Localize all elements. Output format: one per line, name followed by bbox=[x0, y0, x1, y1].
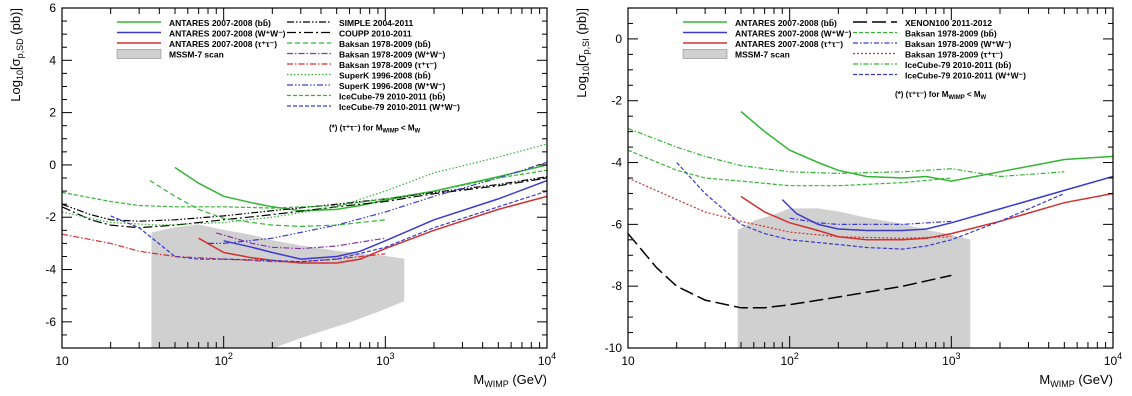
series-line-antares-2007-2008-w-w bbox=[223, 179, 547, 260]
legend-label-baksan-1978-2009-w-w: Baksan 1978-2009 (W⁺W⁻) bbox=[905, 39, 1011, 49]
legend-label-icecube-79-2010-2011-bb: IceCube-79 2010-2011 (bb̄) bbox=[905, 60, 1011, 70]
legend-label-baksan-1978-2009-w-w: Baksan 1978-2009 (W⁺W⁻) bbox=[339, 50, 445, 60]
x-tick-label: 104 bbox=[538, 351, 556, 368]
series-line-superk-1996-2008-bb bbox=[62, 143, 547, 226]
legend-label-mssm-scan: MSSM-7 scan bbox=[735, 50, 790, 60]
y-tick-label: -2 bbox=[45, 210, 56, 224]
series-line-baksan-1978-2009-w-w bbox=[216, 232, 386, 250]
mssm-scan-region bbox=[151, 224, 405, 348]
y-tick-label: -6 bbox=[611, 217, 622, 231]
y-axis-label: Log10[σp,SD (pb)] bbox=[8, 8, 25, 102]
legend-label-icecube-79-2010-2011-w-w: IceCube-79 2010-2011 (W⁺W⁻) bbox=[905, 71, 1026, 81]
x-tick-label: 10 bbox=[621, 354, 635, 368]
legend-label-superk-1996-2008-bb: SuperK 1996-2008 (bb̄) bbox=[339, 71, 431, 81]
series-line-antares-2007-2008 bbox=[198, 195, 547, 264]
legend-label-antares-2007-2008-w-w: ANTARES 2007-2008 (W⁺W⁻) bbox=[735, 29, 852, 39]
series-line-antares-2007-2008-bb bbox=[740, 110, 1113, 182]
mssm-scan-region bbox=[737, 208, 971, 348]
y-axis-label: Log10[σp,SI (pb)] bbox=[574, 8, 591, 98]
series-line-baksan-1978-2009-bb bbox=[628, 149, 952, 187]
x-tick-label: 103 bbox=[942, 351, 960, 368]
si-limit-panel: -10 -8 -6 -4 -2 0 10 102 103 104 MWIMP (GeV) Log10[… bbox=[574, 7, 1122, 389]
x-tick-label: 102 bbox=[780, 351, 798, 368]
y-tick-label: 4 bbox=[49, 53, 56, 67]
y-tick-label: 0 bbox=[49, 158, 56, 172]
y-tick-label: 2 bbox=[49, 106, 56, 120]
series-line-icecube-79-2010-2011-w-w bbox=[676, 162, 1065, 250]
series-line-coupp-2010-2011 bbox=[62, 177, 547, 229]
y-tick-label: -8 bbox=[611, 279, 622, 293]
series-line-xenon100-2011-2012 bbox=[628, 233, 952, 309]
legend-swatch-mssm-scan bbox=[116, 49, 162, 59]
legend: ANTARES 2007-2008 (bb̄)ANTARES 2007-2008… bbox=[116, 18, 460, 135]
legend-label-xenon100-2011-2012: XENON100 2011-2012 bbox=[905, 18, 992, 28]
legend-label-antares-2007-2008-w-w: ANTARES 2007-2008 (W⁺W⁻) bbox=[169, 29, 286, 39]
legend-label-baksan-1978-2009-bb: Baksan 1978-2009 (bb̄) bbox=[905, 29, 997, 39]
series-line-superk-1996-2008-w-w bbox=[208, 161, 547, 244]
legend-label-antares-2007-2008-bb: ANTARES 2007-2008 (bb̄) bbox=[735, 18, 837, 28]
series-line-icecube-79-2010-2011-bb bbox=[628, 127, 1065, 178]
y-tick-label: -10 bbox=[605, 341, 623, 355]
legend-label-icecube-79-2010-2011-w-w: IceCube-79 2010-2011 (W⁺W⁻) bbox=[339, 102, 460, 112]
legend-label-antares-2007-2008-bb: ANTARES 2007-2008 (bb̄) bbox=[169, 18, 271, 28]
legend-label-mssm-scan: MSSM-7 scan bbox=[169, 50, 224, 60]
series-line-antares-2007-2008-bb bbox=[174, 164, 547, 212]
x-tick-label: 10 bbox=[55, 354, 69, 368]
x-axis-label: MWIMP (GeV) bbox=[1039, 372, 1113, 389]
legend-label-baksan-1978-2009: Baksan 1978-2009 (τ⁺τ⁻) bbox=[905, 50, 1003, 60]
legend-swatch-mssm-scan bbox=[682, 49, 728, 59]
legend-footnote: (*) (τ⁺τ⁻) for MWIMP < MW bbox=[895, 90, 986, 101]
legend-label-icecube-79-2010-2011-bb: IceCube-79 2010-2011 (bb̄) bbox=[339, 92, 445, 102]
y-tick-label: -4 bbox=[45, 263, 56, 277]
legend-label-coupp-2010-2011: COUPP 2010-2011 bbox=[339, 29, 412, 39]
series-line-icecube-79-2010-2011-bb bbox=[62, 169, 547, 209]
x-tick-label: 104 bbox=[1104, 351, 1122, 368]
series-line-baksan-1978-2009-bb bbox=[149, 180, 386, 228]
legend-label-baksan-1978-2009-bb: Baksan 1978-2009 (bb̄) bbox=[339, 39, 431, 49]
x-axis-label: MWIMP (GeV) bbox=[473, 372, 547, 389]
legend-label-superk-1996-2008-w-w: SuperK 1996-2008 (W⁺W⁻) bbox=[339, 81, 445, 91]
legend-label-antares-2007-2008: ANTARES 2007-2008 (τ⁺τ⁻) bbox=[169, 39, 277, 49]
series-line-baksan-1978-2009-w-w bbox=[789, 217, 952, 225]
x-tick-label: 103 bbox=[376, 351, 394, 368]
series-line-baksan-1978-2009 bbox=[628, 177, 952, 239]
series-line-simple-2004-2011 bbox=[62, 176, 547, 222]
y-tick-label: -2 bbox=[611, 94, 622, 108]
y-tick-label: 6 bbox=[49, 1, 56, 15]
legend-label-baksan-1978-2009: Baksan 1978-2009 (τ⁺τ⁻) bbox=[339, 60, 437, 70]
y-tick-label: 0 bbox=[615, 32, 622, 46]
series-line-antares-2007-2008-w-w bbox=[781, 175, 1113, 232]
legend-footnote: (*) (τ⁺τ⁻) for MWIMP < MW bbox=[329, 124, 420, 135]
sd-limit-panel: -6 -4 -2 0 2 4 6 10 102 103 104 MWIMP (GeV) Log10[σp… bbox=[8, 1, 556, 389]
series-line-antares-2007-2008 bbox=[740, 192, 1113, 241]
x-tick-label: 102 bbox=[214, 351, 232, 368]
y-tick-label: -6 bbox=[45, 315, 56, 329]
legend-label-simple-2004-2011: SIMPLE 2004-2011 bbox=[339, 18, 413, 28]
legend: ANTARES 2007-2008 (bb̄)ANTARES 2007-2008… bbox=[682, 18, 1026, 101]
legend-label-antares-2007-2008: ANTARES 2007-2008 (τ⁺τ⁻) bbox=[735, 39, 843, 49]
series-line-icecube-79-2010-2011-w-w bbox=[110, 190, 547, 263]
y-tick-label: -4 bbox=[611, 156, 622, 170]
